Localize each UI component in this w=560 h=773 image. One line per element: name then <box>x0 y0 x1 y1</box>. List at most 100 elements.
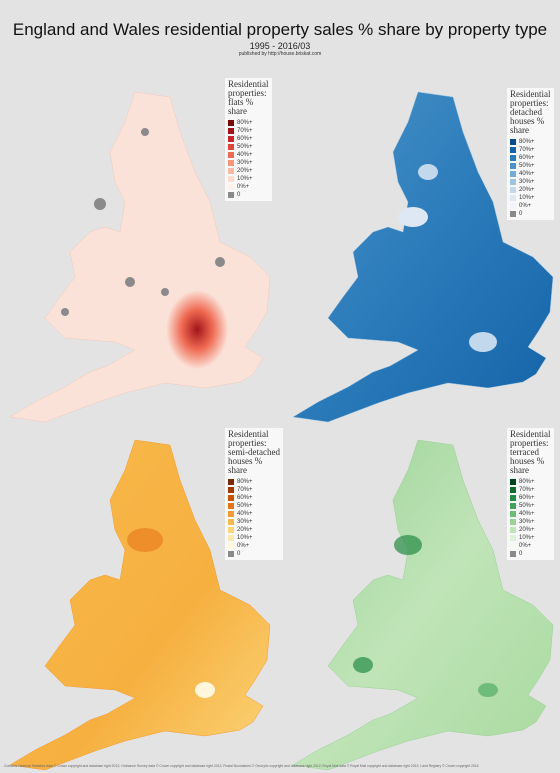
legend-label: 50%+ <box>237 144 253 150</box>
legend-swatch <box>228 192 234 198</box>
legend-swatch <box>228 144 234 150</box>
credit: published by http://house.briskat.com <box>238 51 322 57</box>
terraced-map <box>292 439 554 771</box>
legend-item: 50%+ <box>510 502 551 510</box>
legend-swatch <box>228 535 234 541</box>
legend: Residential properties: detached houses % sh… <box>507 88 554 220</box>
footer: Contains National Statistics data © Crow… <box>4 764 479 768</box>
legend-swatch <box>228 519 234 525</box>
legend-swatch <box>228 168 234 174</box>
legend-label: 10%+ <box>519 195 535 201</box>
legend-swatch <box>510 211 516 217</box>
legend-label: 50%+ <box>237 503 253 509</box>
legend-title: houses % <box>510 116 545 126</box>
legend-title: semi-detached <box>228 447 280 457</box>
legend-swatch <box>510 543 516 549</box>
legend-item: 20%+ <box>510 526 551 534</box>
legend-swatch <box>228 527 234 533</box>
legend-label: 80%+ <box>237 479 253 485</box>
legend-item: 10%+ <box>510 194 551 202</box>
legend-label: 0 <box>237 192 241 198</box>
legend-swatch <box>510 179 516 185</box>
legend-label: 40%+ <box>237 152 253 158</box>
legend-label: 60%+ <box>519 155 535 161</box>
legend-item: 30%+ <box>228 518 280 526</box>
legend-label: 50%+ <box>519 503 535 509</box>
legend-item: 80%+ <box>510 138 551 146</box>
legend-label: 30%+ <box>519 519 535 525</box>
legend-label: 60%+ <box>237 136 253 142</box>
legend-title: share <box>228 465 247 475</box>
legend-swatch <box>228 184 234 190</box>
legend-label: 40%+ <box>237 511 253 517</box>
legend-title: properties: <box>228 88 267 98</box>
legend-label: 70%+ <box>237 487 253 493</box>
legend-item: 0 <box>228 191 269 199</box>
legend-item: 10%+ <box>510 534 551 542</box>
legend-swatch <box>510 535 516 541</box>
legend-label: 0 <box>519 211 523 217</box>
legend-swatch <box>510 519 516 525</box>
legend-title: share <box>510 465 529 475</box>
legend-swatch <box>510 487 516 493</box>
legend-item: 0 <box>510 550 551 558</box>
legend-title: detached <box>510 107 542 117</box>
legend-label: 70%+ <box>519 487 535 493</box>
legend-title: properties: <box>510 438 549 448</box>
legend-title: properties: <box>228 438 267 448</box>
legend-swatch <box>228 128 234 134</box>
legend-swatch <box>510 187 516 193</box>
legend-item: 0%+ <box>228 542 280 550</box>
legend-swatch <box>510 195 516 201</box>
legend-title: terraced <box>510 447 539 457</box>
legend-item: 20%+ <box>510 186 551 194</box>
legend-label: 80%+ <box>237 120 253 126</box>
legend-title: Residential <box>510 89 551 99</box>
legend-item: 50%+ <box>228 502 280 510</box>
legend-label: 80%+ <box>519 479 535 485</box>
legend-title: Residential <box>510 429 551 439</box>
legend-swatch <box>228 487 234 493</box>
legend-item: 30%+ <box>510 518 551 526</box>
legend-title: flats % <box>228 97 254 107</box>
subtitle: 1995 - 2016/03 <box>249 41 311 51</box>
legend-item: 60%+ <box>228 135 269 143</box>
legend-item: 80%+ <box>228 478 280 486</box>
legend-title: houses % <box>510 456 545 466</box>
legend-item: 0%+ <box>510 202 551 210</box>
legend-label: 0%+ <box>237 543 250 549</box>
legend-item: 0%+ <box>510 542 551 550</box>
legend-item: 50%+ <box>228 143 269 151</box>
legend-swatch <box>510 147 516 153</box>
legend-item: 40%+ <box>510 170 551 178</box>
legend-label: 20%+ <box>237 527 253 533</box>
semi-detached-map <box>9 439 271 771</box>
legend-item: 70%+ <box>228 127 269 135</box>
legend-items: 80%+ 70%+ 60%+ 50%+ 40%+ 30%+ 20%+ 10%+ 0%+ 0 <box>510 478 551 558</box>
legend-swatch <box>510 503 516 509</box>
legend-item: 30%+ <box>510 178 551 186</box>
legend-swatch <box>228 479 234 485</box>
legend-item: 60%+ <box>228 494 280 502</box>
legend-title: houses % <box>228 456 263 466</box>
title: England and Wales residential property s… <box>12 20 548 39</box>
legend: Residential properties: terraced houses % sh… <box>507 428 554 560</box>
legend-item: 40%+ <box>228 151 269 159</box>
legend-label: 30%+ <box>237 519 253 525</box>
legend-item: 20%+ <box>228 526 280 534</box>
legend-swatch <box>510 527 516 533</box>
legend-swatch <box>228 152 234 158</box>
legend-label: 80%+ <box>519 139 535 145</box>
legend-swatch <box>228 503 234 509</box>
legend-label: 0%+ <box>519 203 532 209</box>
legend-label: 30%+ <box>519 179 535 185</box>
legend-swatch <box>510 511 516 517</box>
legend-swatch <box>510 203 516 209</box>
legend-swatch <box>510 171 516 177</box>
legend-item: 60%+ <box>510 494 551 502</box>
legend-title: Residential <box>228 79 269 89</box>
legend-label: 0%+ <box>237 184 250 190</box>
legend-label: 70%+ <box>519 147 535 153</box>
